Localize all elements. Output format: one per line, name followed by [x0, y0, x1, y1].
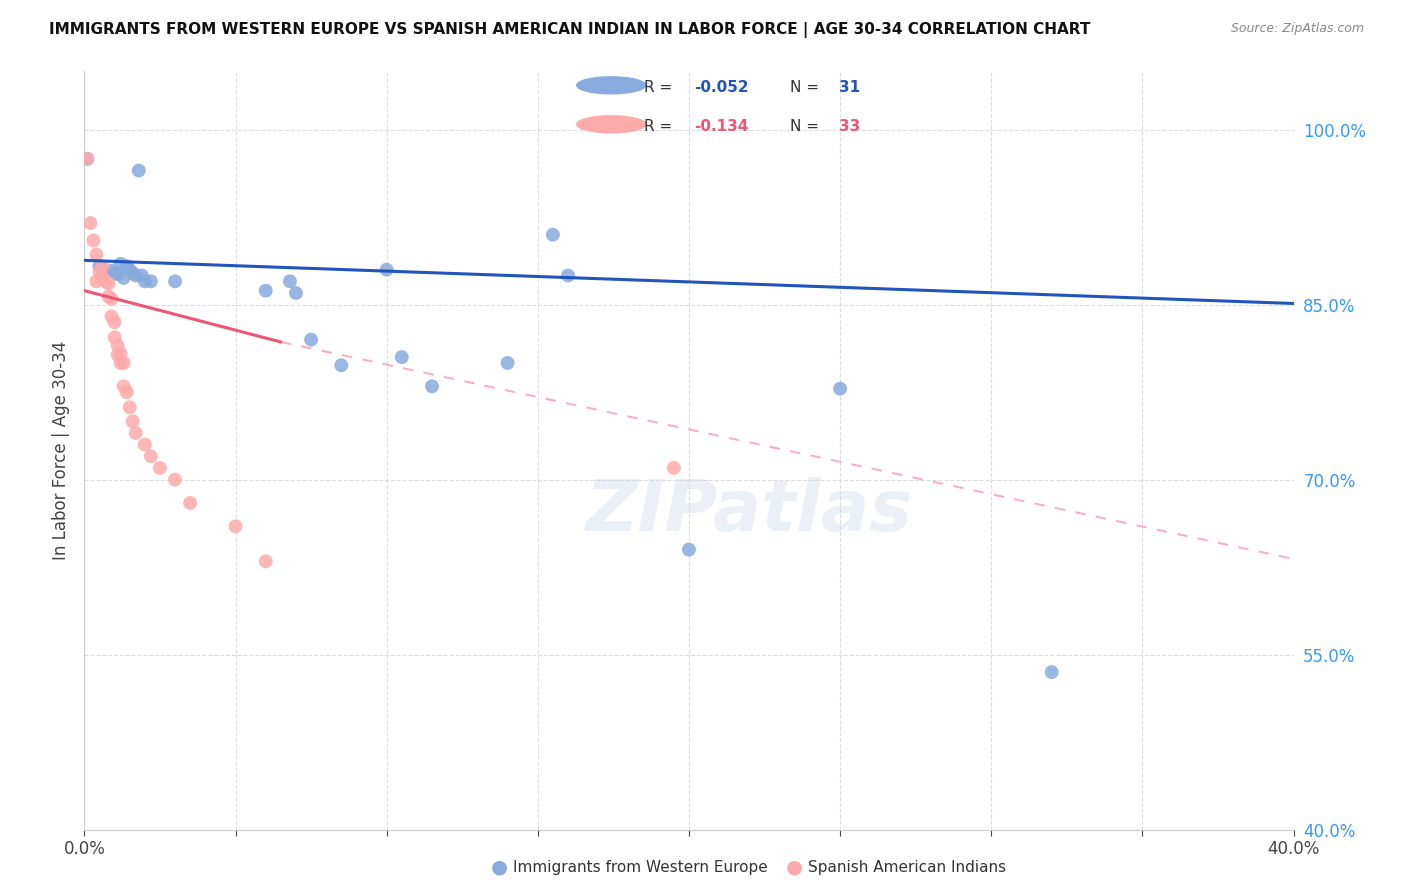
Point	[285, 285, 308, 300]
Point	[278, 274, 301, 288]
Point	[121, 266, 143, 280]
Point	[165, 274, 187, 288]
Point	[134, 274, 156, 288]
Point	[496, 356, 519, 370]
Point	[110, 346, 132, 360]
Point	[97, 289, 120, 303]
Point	[131, 268, 153, 283]
Point	[100, 310, 122, 324]
Text: Immigrants from Western Europe: Immigrants from Western Europe	[513, 860, 768, 874]
Point	[118, 262, 141, 277]
Point	[115, 259, 138, 273]
Point	[125, 268, 148, 283]
Point	[86, 274, 108, 288]
Point	[830, 382, 852, 396]
Point	[128, 163, 150, 178]
Text: 31: 31	[838, 80, 859, 95]
Point	[76, 152, 98, 166]
Text: N =: N =	[790, 80, 824, 95]
Text: ZIPatlas: ZIPatlas	[586, 476, 912, 546]
Point	[225, 519, 247, 533]
Text: R =: R =	[644, 120, 678, 135]
Point	[100, 292, 122, 306]
Text: ●: ●	[491, 857, 508, 877]
Point	[86, 247, 108, 261]
Point	[97, 277, 120, 291]
Point	[375, 262, 398, 277]
Point	[254, 284, 277, 298]
Text: -0.134: -0.134	[695, 120, 748, 135]
Text: Spanish American Indians: Spanish American Indians	[808, 860, 1007, 874]
Y-axis label: In Labor Force | Age 30-34: In Labor Force | Age 30-34	[52, 341, 70, 560]
Point	[89, 259, 111, 273]
Point	[107, 338, 129, 352]
Point	[115, 385, 138, 400]
Text: N =: N =	[790, 120, 824, 135]
Point	[79, 216, 101, 230]
Point	[254, 554, 277, 568]
Point	[179, 496, 201, 510]
Point	[91, 259, 114, 273]
Point	[541, 227, 564, 242]
Text: IMMIGRANTS FROM WESTERN EUROPE VS SPANISH AMERICAN INDIAN IN LABOR FORCE | AGE 3: IMMIGRANTS FROM WESTERN EUROPE VS SPANIS…	[49, 22, 1091, 38]
Point	[1040, 665, 1063, 679]
Point	[107, 348, 129, 362]
Point	[82, 234, 104, 248]
Point	[112, 379, 135, 393]
Point	[134, 437, 156, 451]
Point	[91, 270, 114, 285]
Point	[330, 359, 353, 373]
Text: R =: R =	[644, 80, 678, 95]
Text: -0.052: -0.052	[695, 80, 748, 95]
Point	[94, 274, 117, 288]
Point	[107, 268, 129, 282]
Text: ●: ●	[786, 857, 803, 877]
Point	[89, 265, 111, 279]
Circle shape	[576, 77, 645, 94]
Point	[165, 473, 187, 487]
Point	[104, 330, 127, 344]
Circle shape	[576, 116, 645, 133]
Point	[104, 315, 127, 329]
Point	[149, 461, 172, 475]
Text: 33: 33	[838, 120, 860, 135]
Point	[420, 379, 443, 393]
Point	[112, 356, 135, 370]
Point	[110, 356, 132, 370]
Point	[100, 264, 122, 278]
Point	[391, 350, 413, 364]
Point	[139, 450, 162, 464]
Point	[104, 266, 127, 280]
Point	[121, 414, 143, 428]
Point	[299, 333, 322, 347]
Point	[112, 270, 135, 285]
Point	[91, 262, 114, 277]
Point	[662, 461, 685, 475]
Text: Source: ZipAtlas.com: Source: ZipAtlas.com	[1230, 22, 1364, 36]
Point	[678, 542, 700, 557]
Point	[118, 401, 141, 415]
Point	[125, 425, 148, 440]
Point	[110, 257, 132, 271]
Point	[76, 152, 98, 166]
Point	[557, 268, 579, 283]
Point	[139, 274, 162, 288]
